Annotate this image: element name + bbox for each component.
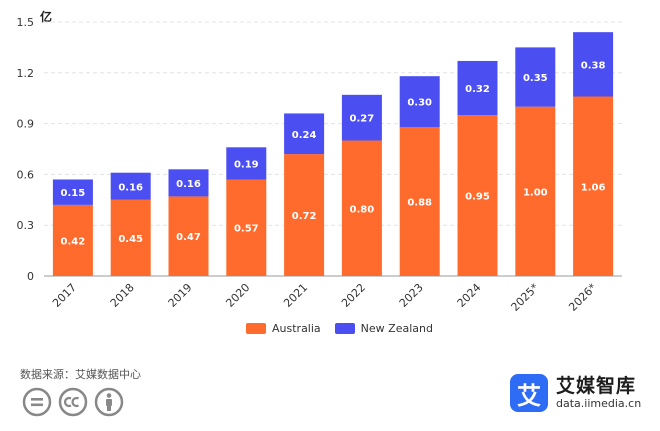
chart-legend: Australia New Zealand (246, 322, 447, 335)
x-tick-label-7: 2024 (455, 281, 484, 310)
bar-australia-9 (573, 96, 614, 276)
attribution-person-icon (94, 387, 124, 417)
equal-icon (22, 387, 52, 417)
legend-item-australia[interactable]: Australia (246, 322, 321, 335)
data-source-note: 数据来源：艾媒数据中心 (20, 368, 141, 381)
legend-swatch-new-zealand (334, 323, 355, 334)
stacked-bar-chart: 0 0.3 0.6 0.9 1.2 1.5 0.42 0.15 2017 0.45 0.16 2018… (17, 16, 622, 314)
x-tick-label-8: 2025* (509, 281, 542, 314)
bar-new-zealand-8 (515, 47, 556, 107)
x-tick-label-9: 2026* (566, 281, 599, 314)
y-tick-label-5: 1.5 (17, 16, 35, 29)
data-label-australia-4: 0.72 (292, 211, 317, 222)
bar-new-zealand-5 (341, 94, 382, 141)
bar-new-zealand-4 (284, 113, 325, 155)
x-tick-label-6: 2023 (397, 281, 426, 310)
legend-swatch-australia (246, 323, 266, 334)
bar-australia-2 (168, 196, 209, 276)
data-label-australia-9: 1.06 (581, 182, 606, 193)
bar-australia-7 (457, 115, 498, 276)
y-tick-label-4: 1.2 (17, 67, 35, 80)
bar-australia-3 (226, 179, 267, 276)
data-label-new-zealand-4: 0.24 (292, 130, 317, 141)
bar-new-zealand-7 (457, 60, 498, 116)
data-label-new-zealand-1: 0.16 (118, 182, 143, 193)
creative-commons-icon (58, 387, 88, 417)
data-label-australia-8: 1.00 (523, 187, 548, 198)
data-label-australia-2: 0.47 (176, 232, 201, 243)
data-label-new-zealand-0: 0.15 (61, 188, 86, 199)
data-label-new-zealand-3: 0.19 (234, 159, 259, 170)
bar-australia-4 (284, 154, 325, 276)
data-label-australia-1: 0.45 (118, 234, 143, 245)
y-axis-unit-label: 亿 (40, 10, 53, 24)
x-tick-label-3: 2020 (223, 281, 252, 310)
x-tick-label-1: 2018 (108, 281, 137, 310)
data-label-australia-7: 0.95 (465, 192, 490, 203)
brand-url: data.iimedia.cn (556, 397, 642, 410)
y-tick-label-0: 0 (27, 270, 34, 283)
data-label-new-zealand-6: 0.30 (407, 98, 432, 109)
x-tick-label-4: 2021 (281, 281, 310, 310)
bar-new-zealand-1 (110, 172, 151, 200)
y-tick-label-3: 0.9 (17, 118, 35, 131)
bar-new-zealand-6 (399, 76, 440, 127)
bar-australia-1 (110, 199, 151, 276)
bar-new-zealand-3 (226, 147, 267, 180)
bar-australia-6 (399, 126, 440, 276)
data-label-australia-5: 0.80 (350, 204, 375, 215)
legend-label-australia: Australia (272, 322, 321, 335)
data-label-new-zealand-7: 0.32 (465, 84, 490, 95)
bar-new-zealand-9 (573, 32, 614, 97)
y-tick-label-2: 0.6 (17, 168, 35, 181)
data-label-new-zealand-5: 0.27 (350, 114, 375, 125)
data-label-australia-0: 0.42 (61, 236, 86, 247)
x-tick-label-2: 2019 (166, 281, 195, 310)
bar-new-zealand-0 (52, 179, 93, 205)
bar-australia-5 (341, 140, 382, 276)
data-label-new-zealand-9: 0.38 (581, 60, 606, 71)
data-label-australia-6: 0.88 (407, 197, 432, 208)
brand-name: 艾媒智库 (556, 375, 637, 397)
legend-item-new-zealand[interactable]: New Zealand (334, 322, 433, 335)
x-tick-label-0: 2017 (50, 281, 79, 310)
bar-australia-0 (52, 204, 93, 276)
license-icons (22, 387, 130, 417)
data-label-new-zealand-8: 0.35 (523, 73, 548, 84)
brand-block: 艾 艾媒智库 data.iimedia.cn (510, 374, 641, 412)
bar-australia-8 (515, 106, 556, 277)
data-label-australia-3: 0.57 (234, 224, 259, 235)
data-label-new-zealand-2: 0.16 (176, 179, 201, 190)
x-tick-label-5: 2022 (339, 281, 368, 310)
legend-label-new-zealand: New Zealand (360, 322, 433, 335)
y-tick-label-1: 0.3 (17, 219, 35, 232)
bar-new-zealand-2 (168, 169, 209, 197)
brand-logo-icon: 艾 (510, 374, 548, 412)
